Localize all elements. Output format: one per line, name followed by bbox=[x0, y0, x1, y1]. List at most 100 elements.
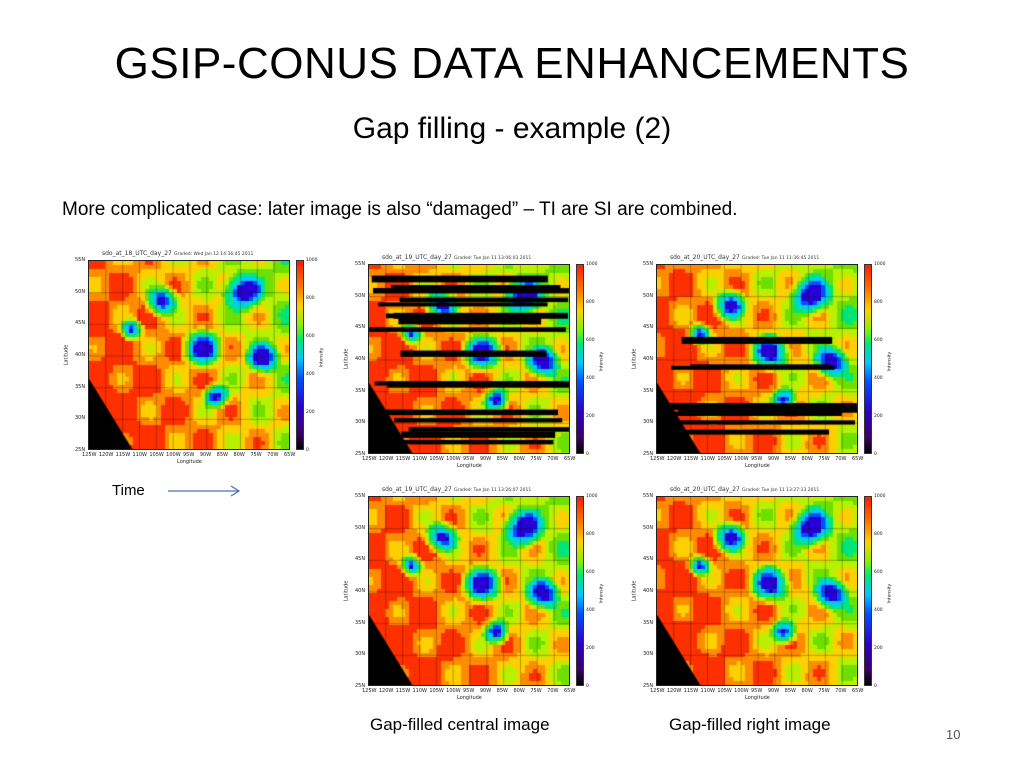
latitude-tick-label: 35N bbox=[75, 383, 86, 390]
map-image bbox=[368, 264, 570, 454]
latitude-tick-label: 30N bbox=[355, 651, 366, 658]
longitude-tick-label: 100W bbox=[446, 688, 461, 694]
latitude-tick-label: 50N bbox=[643, 292, 654, 299]
colorbar-tick-label: 1000 bbox=[586, 262, 598, 267]
longitude-tick-label: 110W bbox=[412, 456, 428, 462]
colorbar-tick-label: 200 bbox=[586, 414, 595, 419]
longitude-tick-label: 75W bbox=[250, 452, 262, 458]
longitude-tick-label: 90W bbox=[767, 688, 780, 694]
colorbar-tick-label: 1000 bbox=[306, 258, 318, 263]
longitude-tick-label: 110W bbox=[412, 688, 428, 694]
map-panel-title: sdo_at_20_UTC_day_27 bbox=[670, 254, 740, 261]
colorbar-tick-label: 800 bbox=[586, 300, 595, 305]
longitude-tick-label: 75W bbox=[530, 456, 542, 462]
longitude-tick-label: 90W bbox=[767, 456, 780, 462]
longitude-tick-label: 115W bbox=[683, 688, 699, 694]
longitude-tick-label: 85W bbox=[784, 456, 796, 462]
colorbar bbox=[576, 264, 584, 454]
longitude-tick-label: 95W bbox=[183, 452, 195, 458]
latitude-tick-label: 40N bbox=[75, 352, 86, 358]
colorbar-tick-label: 0 bbox=[874, 452, 877, 457]
latitude-tick-label: 25N bbox=[355, 683, 366, 689]
map-raster bbox=[657, 497, 857, 685]
longitude-tick-label: 65W bbox=[284, 452, 296, 458]
colorbar bbox=[576, 496, 584, 686]
latitude-axis-title: Latitude bbox=[631, 348, 638, 370]
map-panel-date: Graded: Tue Jan 11 13:27:13 2011 bbox=[742, 488, 820, 493]
longitude-tick-label: 120W bbox=[666, 456, 682, 462]
longitude-tick-label: 110W bbox=[132, 452, 148, 458]
map-panel: sdo_at_18_UTC_day_27 Graded: Wed Jan 12 1… bbox=[62, 248, 324, 470]
map-panel: sdo_at_19_UTC_day_27 Graded: Tue Jan 11 1… bbox=[342, 484, 604, 706]
map-panel-date: Graded: Tue Jan 11 13:26:07 2011 bbox=[454, 488, 532, 493]
map-panel-date: Graded: Wed Jan 12 14:36:45 2011 bbox=[174, 252, 254, 257]
longitude-tick-label: 80W bbox=[233, 452, 245, 458]
map-panel-title: sdo_at_19_UTC_day_27 bbox=[382, 254, 452, 261]
colorbar-tick-label: 400 bbox=[586, 608, 595, 613]
colorbar-tick-label: 1000 bbox=[874, 262, 886, 267]
latitude-tick-label: 25N bbox=[355, 451, 366, 457]
colorbar-tick-label: 600 bbox=[586, 570, 595, 575]
colorbar-tick-label: 200 bbox=[874, 414, 883, 419]
latitude-tick-label: 30N bbox=[643, 419, 654, 426]
map-raster bbox=[369, 497, 569, 685]
map-panel-title: sdo_at_18_UTC_day_27 bbox=[102, 250, 172, 257]
longitude-tick-label: 70W bbox=[547, 456, 559, 462]
longitude-tick-label: 115W bbox=[395, 456, 411, 462]
longitude-axis-title: Longitude bbox=[745, 695, 770, 701]
longitude-tick-label: 80W bbox=[513, 688, 525, 694]
map-image bbox=[88, 260, 290, 450]
latitude-tick-label: 55N bbox=[355, 261, 366, 267]
colorbar-tick-label: 0 bbox=[586, 452, 589, 457]
latitude-tick-label: 40N bbox=[355, 588, 366, 594]
longitude-tick-label: 105W bbox=[429, 688, 444, 694]
latitude-tick-label: 55N bbox=[355, 493, 366, 499]
longitude-tick-label: 110W bbox=[700, 456, 716, 462]
latitude-tick-label: 50N bbox=[643, 524, 654, 531]
latitude-tick-label: 30N bbox=[643, 651, 654, 658]
colorbar-title: Intensity bbox=[599, 583, 605, 604]
latitude-tick-label: 45N bbox=[643, 324, 654, 331]
slide-subtitle: Gap filling - example (2) bbox=[352, 112, 672, 145]
latitude-axis-title: Latitude bbox=[631, 580, 638, 602]
colorbar-tick-label: 600 bbox=[586, 338, 595, 343]
longitude-tick-label: 70W bbox=[835, 688, 847, 694]
longitude-tick-label: 120W bbox=[378, 688, 394, 694]
colorbar-tick-label: 400 bbox=[874, 376, 883, 381]
colorbar-tick-label: 0 bbox=[306, 448, 309, 453]
colorbar-tick-label: 800 bbox=[874, 532, 883, 537]
longitude-tick-label: 90W bbox=[479, 456, 492, 462]
longitude-tick-label: 120W bbox=[666, 688, 682, 694]
latitude-tick-label: 40N bbox=[355, 356, 366, 362]
longitude-tick-label: 70W bbox=[835, 456, 847, 462]
latitude-tick-label: 30N bbox=[75, 415, 86, 422]
map-panel-date: Graded: Tue Jan 11 11:36:45 2011 bbox=[742, 256, 820, 261]
map-raster bbox=[89, 261, 289, 449]
caption-right: Gap-filled right image bbox=[669, 715, 831, 734]
colorbar-title: Intensity bbox=[887, 583, 893, 604]
longitude-tick-label: 110W bbox=[700, 688, 716, 694]
colorbar-tick-label: 400 bbox=[586, 376, 595, 381]
map-panel: sdo_at_20_UTC_day_27 Graded: Tue Jan 11 1… bbox=[630, 484, 892, 706]
colorbar-tick-label: 200 bbox=[586, 646, 595, 651]
longitude-tick-label: 95W bbox=[751, 456, 763, 462]
colorbar-title: Intensity bbox=[599, 351, 605, 372]
latitude-tick-label: 55N bbox=[643, 261, 654, 267]
colorbar-tick-label: 600 bbox=[874, 570, 883, 575]
longitude-tick-label: 100W bbox=[734, 456, 749, 462]
longitude-tick-label: 90W bbox=[199, 452, 212, 458]
slide-title: GSIP-CONUS DATA ENHANCEMENTS bbox=[114, 39, 910, 88]
colorbar-title: Intensity bbox=[887, 351, 893, 372]
longitude-tick-label: 80W bbox=[513, 456, 525, 462]
latitude-tick-label: 25N bbox=[643, 451, 654, 457]
latitude-tick-label: 55N bbox=[75, 257, 86, 263]
latitude-tick-label: 50N bbox=[75, 288, 86, 295]
longitude-tick-label: 125W bbox=[650, 456, 665, 462]
colorbar-title: Intensity bbox=[319, 347, 325, 368]
longitude-tick-label: 80W bbox=[801, 456, 813, 462]
latitude-tick-label: 45N bbox=[643, 556, 654, 563]
longitude-axis-title: Longitude bbox=[457, 695, 482, 701]
colorbar bbox=[864, 264, 872, 454]
latitude-tick-label: 35N bbox=[643, 387, 654, 394]
colorbar-tick-label: 400 bbox=[874, 608, 883, 613]
